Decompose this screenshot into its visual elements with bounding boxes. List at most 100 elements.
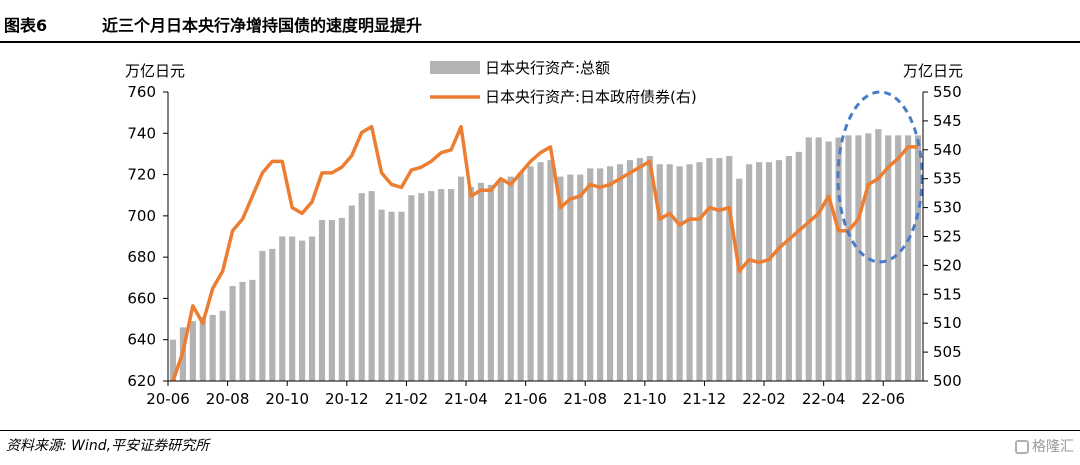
bar (398, 211, 405, 381)
bar (308, 236, 316, 381)
right-tick-label: 530 (933, 199, 962, 217)
right-tick-label: 520 (933, 256, 962, 274)
bar (805, 137, 812, 381)
bar (368, 191, 375, 381)
bar (249, 279, 256, 381)
bar (587, 168, 594, 381)
right-tick-label: 540 (933, 141, 962, 159)
bar (567, 174, 574, 381)
source-note: 资料来源: Wind,平安证券研究所 (6, 438, 210, 454)
annotation-ellipse-group (836, 90, 924, 264)
x-tick-label: 21-10 (623, 390, 667, 408)
bar (467, 186, 475, 381)
bar (507, 176, 514, 381)
bar (438, 189, 445, 381)
legend-bar-label: 日本央行资产:总额 (485, 59, 610, 77)
bar (597, 168, 604, 381)
x-tick-label: 22-02 (742, 390, 786, 408)
bar (229, 286, 236, 381)
bar (656, 164, 663, 381)
bar (487, 184, 494, 381)
bar (845, 135, 852, 381)
bar (875, 129, 882, 381)
bar (289, 236, 296, 381)
bar (169, 339, 177, 381)
bar (756, 162, 763, 381)
bar (577, 174, 584, 381)
bar (914, 135, 922, 381)
bar (815, 137, 822, 381)
bar (318, 219, 326, 381)
right-axis-unit: 万亿日元 (903, 62, 963, 80)
bar (696, 162, 703, 381)
left-tick-label: 740 (127, 124, 156, 142)
left-tick-label: 640 (127, 331, 156, 349)
line-series (171, 124, 919, 382)
x-tick-label: 22-04 (802, 390, 846, 408)
bar (279, 236, 286, 381)
bar (209, 314, 216, 381)
annotation-ellipse (836, 90, 924, 264)
x-tick-label: 20-12 (325, 390, 369, 408)
bar (378, 209, 385, 381)
bar (676, 166, 683, 381)
bar (616, 164, 624, 381)
x-tick-label: 22-06 (861, 390, 905, 408)
bar (795, 151, 802, 381)
bar (239, 281, 246, 381)
bar (269, 248, 276, 381)
bar (686, 164, 693, 381)
left-tick-label: 760 (127, 83, 156, 101)
x-axis-ticks: 20-06 20-08 20-10 20-12 21-02 21-04 21-06 21-08… (146, 381, 905, 408)
bar (765, 162, 773, 381)
bar (348, 205, 355, 381)
bar (537, 162, 544, 381)
bar-series (169, 129, 922, 381)
right-tick-label: 525 (933, 228, 962, 246)
bar (338, 217, 345, 381)
watermark-text: 格隆汇 (1032, 439, 1074, 455)
bar (855, 135, 862, 381)
left-tick-label: 680 (127, 248, 156, 266)
bar (448, 189, 455, 381)
right-tick-label: 505 (933, 343, 962, 361)
bar (606, 166, 614, 381)
bar (388, 211, 395, 381)
bar (746, 164, 753, 381)
x-tick-label: 21-12 (683, 390, 727, 408)
bar (716, 158, 723, 381)
legend-bar-swatch (430, 61, 480, 74)
figure-header: 图表6 近三个月日本央行净增持国债的速度明显提升 (0, 0, 1080, 44)
figure-title: 近三个月日本央行净增持国债的速度明显提升 (102, 16, 423, 35)
bar (557, 176, 564, 381)
bar (408, 195, 415, 381)
bar (259, 250, 266, 381)
left-tick-label: 620 (127, 372, 156, 390)
bar (477, 182, 485, 381)
right-tick-label: 510 (933, 314, 962, 332)
x-tick-label: 21-02 (385, 390, 429, 408)
bar (199, 317, 206, 381)
watermark: 格隆汇 (1015, 436, 1074, 456)
x-tick-label: 21-04 (444, 390, 488, 408)
x-tick-label: 20-10 (265, 390, 309, 408)
legend: 日本央行资产:总额 日本央行资产:日本政府债券(右) (430, 59, 697, 106)
left-tick-label: 700 (127, 207, 156, 225)
bar (497, 180, 504, 381)
bar (835, 137, 842, 381)
right-tick-label: 550 (933, 83, 962, 101)
bar (358, 193, 365, 381)
left-axis-unit: 万亿日元 (125, 62, 185, 80)
bar (785, 155, 792, 381)
right-tick-label: 500 (933, 372, 962, 390)
bar (547, 160, 554, 381)
footer-rule (0, 430, 1080, 431)
bar (885, 135, 892, 381)
bar (905, 135, 912, 381)
bar (666, 164, 673, 381)
bar (517, 172, 524, 381)
chart: 620 640 660 680 700 720 740 760 500 505 510 515 520… (125, 59, 963, 408)
x-tick-label: 21-08 (563, 390, 607, 408)
header-rule (0, 41, 1080, 43)
bar (219, 310, 226, 381)
